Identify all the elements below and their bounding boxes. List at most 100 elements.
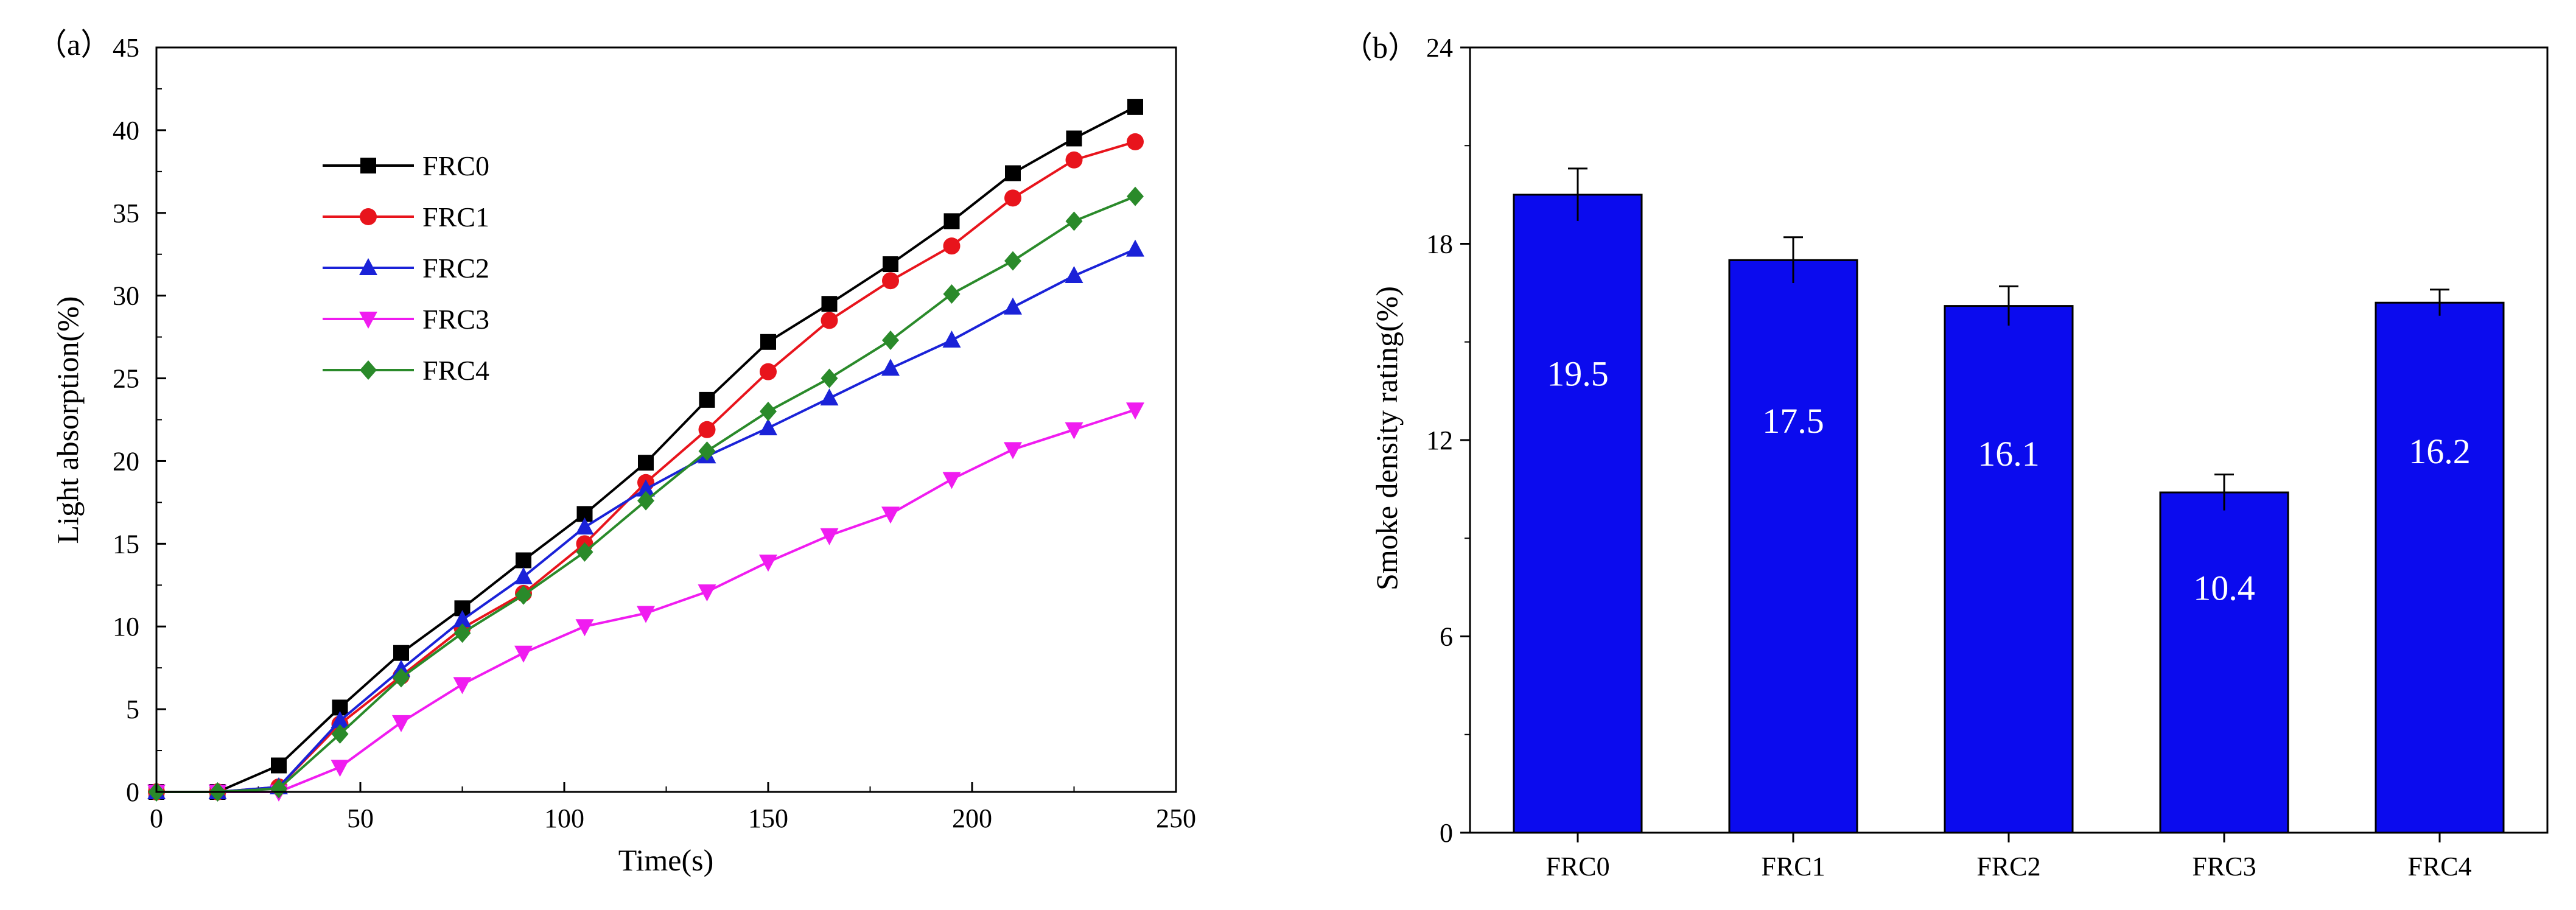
panel-a-x-tick-label: 100 [544,803,584,833]
series-frc3-point [637,606,655,623]
series-frc4-point [331,724,349,744]
bar-frc4 [2375,301,2505,834]
series-frc1-point [1127,133,1144,150]
panel-b-x-tick-label: FRC1 [1761,852,1825,881]
series-frc2-point [1065,266,1083,284]
series-frc2-point [881,359,900,376]
series-frc1-point [821,312,838,329]
series-frc2-point [759,418,777,436]
series-frc0-point [638,455,654,471]
series-frc4-point [1004,251,1021,271]
panel-a-x-tick-label: 150 [748,803,788,833]
panel-a-x-tick-label: 200 [952,803,992,833]
legend-item-frc3: FRC3 [323,304,489,335]
bar-value-label: 10.4 [2193,569,2255,608]
series-frc2-point [331,711,349,729]
legend-item-frc1: FRC1 [323,201,489,233]
panel-a-y-tick-label: 0 [126,777,139,807]
bar-frc0 [1513,194,1643,834]
series-frc4-point [515,585,532,605]
panel-a-y-tick-label: 35 [113,198,139,228]
series-frc4-point [821,368,838,388]
series-frc2-point [942,331,961,348]
series-frc3-point [942,472,961,489]
series-frc0-point [883,256,898,273]
series-frc2-point [453,610,472,628]
series-frc4-point [882,331,899,351]
series-frc2-point [514,567,533,584]
series-frc3-point [331,760,349,777]
series-frc3-point [514,645,533,663]
series-frc0-point [821,296,838,312]
series-frc4-point [943,284,961,304]
panel-a-y-tick-label: 10 [113,612,139,642]
panel-b-x-tick-label: FRC2 [1976,852,2040,881]
series-frc0-point [943,213,960,229]
panel-a-y-tick-label: 15 [113,529,139,559]
legend-marker-swatch [360,158,376,173]
series-frc2-line [156,248,1136,793]
series-frc3-point [1126,402,1144,420]
series-frc3-point [575,619,594,637]
panel-a-axes-frame [155,46,1177,793]
legend-label: FRC0 [422,150,489,181]
series-frc1-point [1065,151,1083,169]
series-frc4-point [453,623,471,643]
series-frc1-point [698,421,716,438]
series-frc0-point [393,645,409,661]
series-frc4-point [760,401,777,421]
series-frc0-point [699,391,715,408]
series-frc0-point [1005,165,1021,181]
series-frc3-point [453,677,472,695]
panel-b-y-tick-label: 18 [1426,229,1453,259]
legend-marker-swatch [359,312,377,329]
bar-value-label: 16.1 [1978,434,2040,474]
series-frc0-point [271,757,287,774]
series-frc4-point [1065,211,1083,231]
series-frc3-point [759,555,777,572]
panel-a-y-tick-label: 30 [113,281,139,311]
bar-group-frc4: 16.2 FRC4 [2375,289,2505,881]
series-frc4 [148,186,1144,802]
series-frc3-point [698,584,716,602]
series-frc4-point [698,441,716,461]
bar-frc2 [1944,305,2074,834]
series-frc4-point [637,491,654,511]
series-frc4-point [270,779,287,799]
panel-b-y-tick-label: 24 [1426,33,1453,63]
panel-b-y-tick-label: 0 [1440,818,1453,848]
legend-label: FRC4 [422,355,489,386]
panel-b-x-tick-label: FRC3 [2192,852,2256,881]
series-frc1-point [943,237,961,255]
legend-label: FRC2 [422,253,489,284]
series-frc2-point [575,517,594,535]
series-frc3-point [1065,422,1083,439]
series-frc2-point [1004,297,1022,315]
panel-b-label: （b） [1342,30,1418,65]
bar-value-label: 19.5 [1547,354,1609,393]
panel-a-y-tick-label: 25 [113,364,139,394]
panel-b-x-tick-label: FRC0 [1545,852,1609,881]
series-frc0-point [1066,130,1082,147]
panel-a-y-tick-label: 40 [113,116,139,145]
series-frc1-point [882,272,899,290]
series-frc2-point [1126,239,1144,257]
bar-group-frc2: 16.1 FRC2 [1944,285,2074,881]
series-frc4-point [576,542,593,562]
series-frc0-point [760,334,776,350]
series-frc3-point [392,715,410,732]
series-frc1-point [760,363,777,380]
panel-a-y-tick-label: 5 [126,695,139,724]
series-frc0 [149,99,1143,800]
smoke-density-bar-chart: （b） 0 6 12 18 24 19.5 FRC0 17.5 FRC1 16.1 FRC2 10.… [1342,30,2549,881]
panel-a-x-tick-label: 250 [1156,803,1196,833]
panel-a-legend: FRC0 FRC1 FRC2 FRC3 FRC4 [323,150,489,386]
panel-b-x-tick-label: FRC4 [2407,852,2471,881]
bar-value-label: 16.2 [2409,432,2471,471]
panel-b-y-tick-label: 12 [1426,425,1453,455]
legend-marker-swatch [359,258,377,275]
panel-a-y-tick-label: 20 [113,446,139,476]
bar-frc1 [1728,259,1858,834]
legend-item-frc4: FRC4 [323,355,489,386]
